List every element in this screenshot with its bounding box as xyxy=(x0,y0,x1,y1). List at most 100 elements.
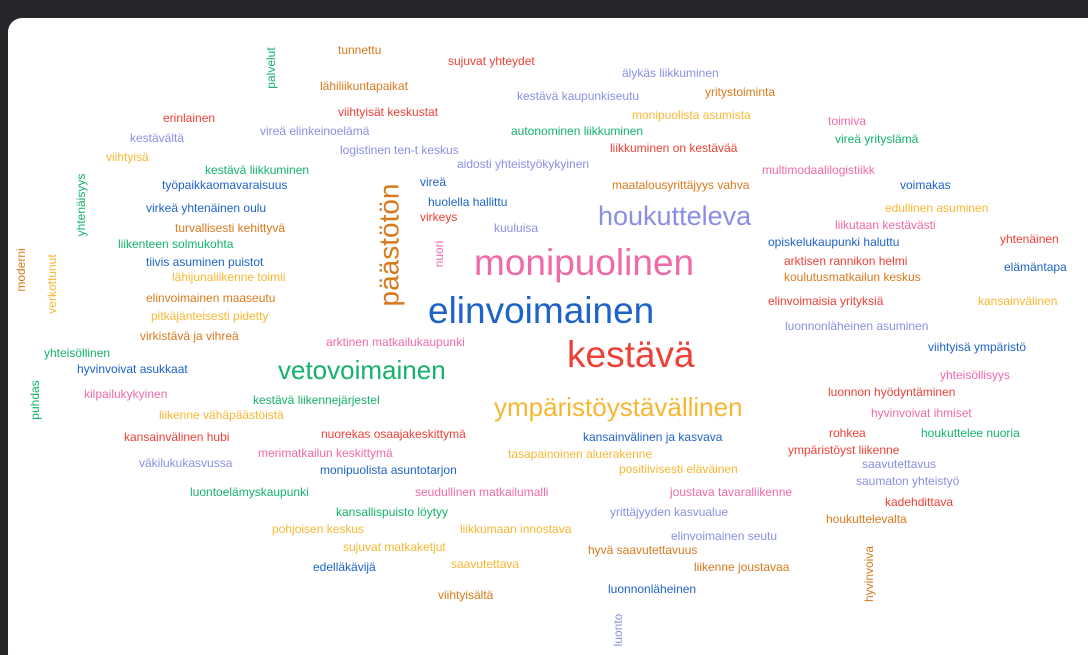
word: merimatkailun keskittymä xyxy=(258,446,393,460)
word: seudullinen matkailumalli xyxy=(415,485,548,499)
word: monipuolista asuntotarjon xyxy=(320,463,457,477)
page: {"words": [ {"text": "tunnettu", "color"… xyxy=(0,0,1088,655)
word: rohkea xyxy=(829,426,866,440)
word: virkistävä ja vihreä xyxy=(140,329,239,343)
word: virkeys xyxy=(420,210,457,224)
word: elinvoimainen maaseutu xyxy=(146,291,275,305)
word: houkuttelevalta xyxy=(826,512,907,526)
word: älykäs liikkuminen xyxy=(622,66,719,80)
word: opiskelukaupunki haluttu xyxy=(768,235,899,249)
word: liikutaan kestävästi xyxy=(835,218,936,232)
word: kansainvälinen xyxy=(978,294,1057,308)
word: kansainvälinen hubi xyxy=(124,430,229,444)
word: saavutettava xyxy=(451,557,519,571)
word: pitkäjänteisesti pidetty xyxy=(151,309,268,323)
word: ympäristöyst liikenne xyxy=(788,443,900,457)
word: voimakas xyxy=(900,178,951,192)
word: ympäristöystävällinen xyxy=(494,392,743,422)
word: saumaton yhteistyö xyxy=(856,474,960,488)
word: elinvoimaisia yrityksiä xyxy=(768,294,884,308)
word: erinlainen xyxy=(163,111,215,125)
word: elämäntapa xyxy=(1004,260,1067,274)
word: viihtyisä xyxy=(106,150,149,164)
word: multimodaalilogistiikk xyxy=(762,163,876,177)
word: kansainvälinen ja kasvava xyxy=(583,430,723,444)
word: kestävä liikennejärjestel xyxy=(253,393,380,407)
word: luonnonläheinen asuminen xyxy=(785,319,928,333)
word: liikkuminen on kestävää xyxy=(610,141,738,155)
word: elinvoimainen xyxy=(428,290,654,331)
word: kestävä liikkuminen xyxy=(205,163,309,177)
word: kilpailukykyinen xyxy=(84,387,167,401)
word: verkottunut xyxy=(45,254,59,314)
word: luonnon hyödyntäminen xyxy=(828,385,955,399)
word: koulutusmatkailun keskus xyxy=(784,270,921,284)
word: väkilukukasvussa xyxy=(139,456,233,470)
word: yhteisöllisyys xyxy=(940,368,1010,382)
word: vireä xyxy=(420,175,446,189)
word: liikenteen solmukohta xyxy=(118,237,234,251)
word: kuuluisa xyxy=(494,221,538,235)
word: turvallisesti kehittyvä xyxy=(175,221,285,235)
word: toimiva xyxy=(828,114,866,128)
word: palvelut xyxy=(264,47,278,89)
word: hyvä saavutettavuus xyxy=(588,543,697,557)
word: vireä elinkeinoelämä xyxy=(260,124,370,138)
word: edullinen asuminen xyxy=(885,201,988,215)
word: sujuvat matkaketjut xyxy=(343,540,446,554)
word: logistinen ten-t keskus xyxy=(340,143,459,157)
word: nuori xyxy=(432,241,446,268)
word: huolella hallittu xyxy=(428,195,507,209)
word-cloud-screen: tunnettu sujuvat yhteydet palvelut lähiliik… xyxy=(0,0,1088,655)
word: luontoelämyskaupunki xyxy=(190,485,309,499)
word: yhtenäisyys xyxy=(74,174,88,237)
word: hyvinvoivat asukkaat xyxy=(77,362,188,376)
word: liikenne vähäpäästöistä xyxy=(159,408,284,422)
word: autonominen liikkuminen xyxy=(511,124,643,138)
word: houkuttelee nuoria xyxy=(921,426,1020,440)
word: yritystoiminta xyxy=(705,85,775,99)
word: sujuvat yhteydet xyxy=(448,54,535,68)
word: nuorekas osaajakeskittymä xyxy=(321,427,466,441)
word: yhtenäinen xyxy=(1000,232,1059,246)
word: viihtyisät keskustat xyxy=(338,105,439,119)
word: liikkumaan innostava xyxy=(460,522,572,536)
word: kestävältä xyxy=(130,131,184,145)
word: elinvoimainen seutu xyxy=(671,529,777,543)
word: positiivisesti eläväinen xyxy=(619,462,738,476)
word: monipuolinen xyxy=(474,242,694,283)
word: monipuolista asumista xyxy=(632,108,751,122)
word: maatalousyrittäjyys vahva xyxy=(612,178,750,192)
word: viihtyisältä xyxy=(438,588,494,602)
word: aidosti yhteistyökykyinen xyxy=(457,157,589,171)
word: lähiliikuntapaikat xyxy=(320,79,409,93)
word: luonnonläheinen xyxy=(608,582,696,596)
word: lähijunaliikenne toimii xyxy=(172,270,285,284)
word: hyvinvoivat ihmiset xyxy=(871,406,972,420)
word: moderni xyxy=(14,248,28,291)
word: edelläkävijä xyxy=(313,560,376,574)
word: virkeä yhtenäinen oulu xyxy=(146,201,266,215)
word: tiivis asuminen puistot xyxy=(146,255,264,269)
word: pohjoisen keskus xyxy=(272,522,364,536)
word: viihtyisä ympäristö xyxy=(928,340,1026,354)
word: työpaikkaomavaraisuus xyxy=(162,178,287,192)
word: päästötön xyxy=(373,184,404,307)
word: vireä yrityslämä xyxy=(835,132,919,146)
word: houkutteleva xyxy=(598,201,752,231)
word: arktinen matkailukaupunki xyxy=(326,335,465,349)
word: luonto xyxy=(611,613,625,646)
word: liikenne joustavaa xyxy=(694,560,790,574)
word: kansallispuisto löytyy xyxy=(336,505,448,519)
word: yrittäjyyden kasvualue xyxy=(610,505,728,519)
word: joustava tavaraliikenne xyxy=(669,485,792,499)
word: yhteisöllinen xyxy=(44,346,110,360)
word: kestävä kaupunkiseutu xyxy=(517,89,639,103)
word: arktisen rannikon helmi xyxy=(784,254,907,268)
word: kestävä xyxy=(567,334,695,375)
word: kadehdittava xyxy=(885,495,953,509)
word: saavutettavus xyxy=(862,457,936,471)
word: puhdas xyxy=(28,380,42,419)
word: tunnettu xyxy=(338,43,381,57)
word: tasapainoinen aluerakenne xyxy=(508,447,652,461)
